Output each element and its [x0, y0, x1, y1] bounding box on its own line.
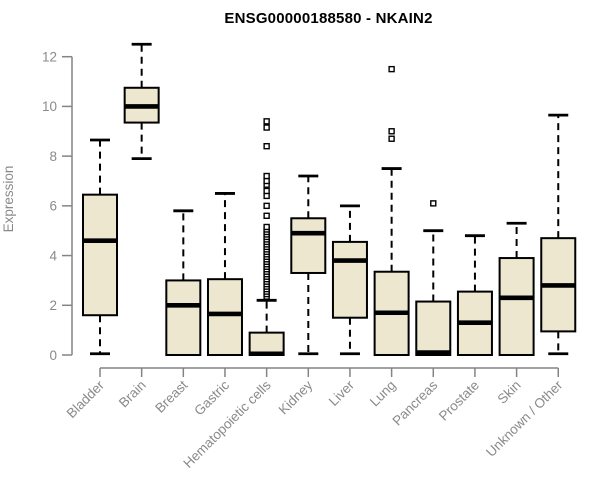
outlier-point [263, 177, 270, 185]
outlier-point [263, 202, 270, 210]
iqr-box [290, 217, 327, 274]
iqr-box [82, 193, 118, 317]
x-tick-label: Brain [116, 378, 149, 411]
y-tick-label: 12 [42, 50, 57, 65]
outlier-point [388, 128, 395, 135]
y-tick-label: 6 [49, 199, 57, 214]
x-tick-label: Gastric [191, 377, 232, 418]
iqr-box [415, 300, 452, 357]
outlier-point [388, 135, 395, 142]
box-unknown-other [540, 113, 577, 356]
box-liver [331, 204, 368, 356]
box-kidney [290, 174, 327, 356]
outlier-point [263, 187, 270, 195]
box-brain [123, 42, 160, 161]
box-skin [498, 221, 535, 356]
outlier-point [263, 212, 270, 219]
x-tick-label: Pancreas [389, 377, 440, 428]
box-bladder [82, 138, 118, 356]
outlier-point [263, 223, 270, 231]
y-tick-label: 8 [49, 149, 57, 164]
outlier-point [430, 200, 437, 207]
x-tick-label: Liver [326, 377, 358, 409]
y-tick-label: 4 [49, 248, 57, 263]
y-axis: 0 2 4 6 8 10 12 [42, 50, 73, 363]
outlier-point [263, 192, 270, 200]
iqr-box [498, 257, 535, 356]
outlier-point [263, 118, 270, 125]
box-gastric [206, 192, 243, 357]
iqr-box [331, 240, 368, 319]
x-tick-label: Lung [367, 378, 399, 410]
box-pancreas [415, 200, 452, 357]
outlier-point [263, 142, 270, 150]
x-tick-label: Unknown / Other [483, 377, 566, 460]
outlier-point [388, 65, 395, 73]
x-tick-label: Breast [152, 377, 190, 415]
x-tick-label: Kidney [276, 377, 316, 417]
x-tick-label: Prostate [436, 378, 482, 424]
y-tick-label: 10 [42, 99, 57, 114]
box-breast [165, 209, 202, 356]
outlier-point [263, 172, 270, 180]
outlier-point [263, 124, 270, 131]
box-hematopoietic-cells [248, 118, 285, 357]
y-tick-label: 0 [49, 348, 57, 363]
chart-title: ENSG00000188580 - NKAIN2 [224, 10, 433, 27]
x-tick-label: Skin [495, 378, 524, 407]
box-prostate [456, 234, 493, 356]
y-tick-label: 2 [49, 298, 57, 313]
iqr-box [165, 279, 202, 356]
x-tick-label: Bladder [64, 377, 108, 421]
iqr-box [206, 278, 243, 357]
box-lung [373, 65, 410, 356]
